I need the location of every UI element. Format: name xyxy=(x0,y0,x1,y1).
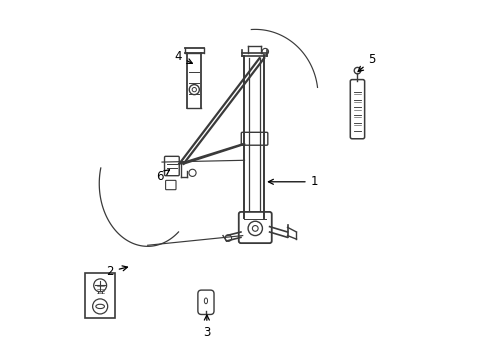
Circle shape xyxy=(189,85,199,95)
Text: 2: 2 xyxy=(106,265,127,278)
Circle shape xyxy=(353,67,360,74)
Circle shape xyxy=(92,299,107,314)
Circle shape xyxy=(192,87,196,92)
FancyBboxPatch shape xyxy=(241,132,267,145)
Text: 4: 4 xyxy=(174,50,192,63)
FancyBboxPatch shape xyxy=(238,212,271,243)
Text: 6: 6 xyxy=(156,170,169,183)
FancyBboxPatch shape xyxy=(164,156,179,176)
Circle shape xyxy=(247,221,262,235)
Circle shape xyxy=(224,235,231,241)
FancyBboxPatch shape xyxy=(349,80,364,139)
FancyBboxPatch shape xyxy=(198,290,214,315)
Circle shape xyxy=(262,48,268,55)
Ellipse shape xyxy=(204,298,207,304)
Circle shape xyxy=(94,279,106,292)
Text: 5: 5 xyxy=(357,53,375,72)
Ellipse shape xyxy=(96,304,104,309)
Circle shape xyxy=(188,169,196,176)
Circle shape xyxy=(252,226,258,231)
FancyBboxPatch shape xyxy=(165,180,176,190)
Text: 1: 1 xyxy=(268,175,318,188)
Text: 3: 3 xyxy=(203,315,210,339)
Bar xyxy=(85,273,115,318)
